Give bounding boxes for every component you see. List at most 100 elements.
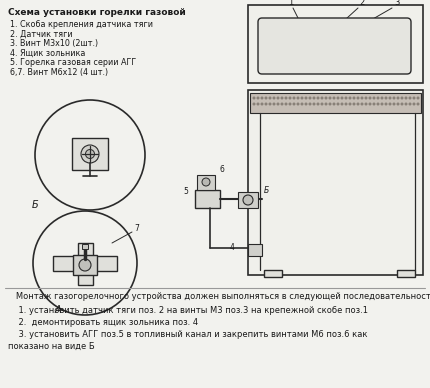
FancyBboxPatch shape: [258, 18, 411, 74]
Circle shape: [377, 97, 380, 99]
Circle shape: [344, 97, 347, 99]
Circle shape: [79, 259, 91, 271]
Circle shape: [243, 195, 253, 205]
Circle shape: [387, 40, 397, 52]
Circle shape: [396, 97, 399, 99]
Circle shape: [285, 102, 288, 106]
Circle shape: [412, 102, 415, 106]
Circle shape: [325, 102, 328, 106]
Circle shape: [369, 102, 372, 106]
Circle shape: [323, 43, 329, 48]
Circle shape: [384, 97, 387, 99]
Circle shape: [318, 29, 352, 63]
Circle shape: [369, 97, 372, 99]
Bar: [195, 190, 220, 208]
Circle shape: [341, 43, 347, 48]
Bar: [82, 244, 88, 249]
Circle shape: [377, 102, 380, 106]
Bar: [238, 192, 258, 208]
Circle shape: [301, 97, 304, 99]
Circle shape: [276, 97, 280, 99]
Circle shape: [33, 211, 137, 315]
Text: 3: 3: [394, 0, 400, 7]
Text: 6,7. Винт М6х12 (4 шт.): 6,7. Винт М6х12 (4 шт.): [10, 68, 108, 76]
Circle shape: [297, 102, 300, 106]
Text: Монтаж газогорелочного устройства должен выполняться в следующей последовательно: Монтаж газогорелочного устройства должен…: [8, 292, 430, 301]
Bar: [248, 90, 423, 275]
Circle shape: [304, 102, 307, 106]
Text: Б: Б: [32, 200, 39, 210]
Circle shape: [292, 97, 295, 99]
Circle shape: [280, 97, 283, 99]
Text: Схема установки горелки газовой: Схема установки горелки газовой: [8, 8, 186, 17]
Circle shape: [360, 102, 363, 106]
Circle shape: [344, 102, 347, 106]
Bar: [248, 5, 423, 83]
Circle shape: [329, 102, 332, 106]
Bar: [397, 270, 415, 277]
Circle shape: [86, 149, 95, 159]
Circle shape: [381, 102, 384, 106]
Circle shape: [353, 102, 356, 106]
Circle shape: [372, 102, 375, 106]
Text: 1: 1: [289, 0, 294, 7]
Circle shape: [356, 102, 359, 106]
Text: 2. Датчик тяги: 2. Датчик тяги: [10, 29, 73, 38]
Circle shape: [341, 102, 344, 106]
Circle shape: [393, 97, 396, 99]
Circle shape: [268, 102, 271, 106]
Circle shape: [316, 102, 319, 106]
Circle shape: [270, 40, 280, 52]
Circle shape: [264, 102, 267, 106]
Text: показано на виде Б: показано на виде Б: [8, 342, 95, 351]
Text: 1. Скоба крепления датчика тяги: 1. Скоба крепления датчика тяги: [10, 20, 153, 29]
Circle shape: [353, 97, 356, 99]
Circle shape: [384, 102, 387, 106]
Circle shape: [297, 97, 300, 99]
Circle shape: [360, 97, 363, 99]
Circle shape: [289, 102, 292, 106]
Circle shape: [257, 97, 259, 99]
Circle shape: [408, 102, 412, 106]
Circle shape: [388, 102, 391, 106]
Circle shape: [202, 178, 210, 186]
Circle shape: [388, 97, 391, 99]
Circle shape: [408, 97, 412, 99]
Text: 7: 7: [134, 224, 139, 233]
Circle shape: [417, 102, 420, 106]
Text: 2.  демонтировать ящик зольника поз. 4: 2. демонтировать ящик зольника поз. 4: [8, 318, 198, 327]
Circle shape: [35, 100, 145, 210]
Circle shape: [400, 97, 403, 99]
Circle shape: [393, 102, 396, 106]
Circle shape: [327, 38, 343, 54]
Circle shape: [257, 102, 259, 106]
Circle shape: [400, 102, 403, 106]
Text: 6: 6: [220, 165, 224, 174]
Text: 4. Ящик зольника: 4. Ящик зольника: [10, 48, 86, 57]
Circle shape: [273, 102, 276, 106]
Circle shape: [252, 97, 255, 99]
Circle shape: [365, 97, 368, 99]
Circle shape: [292, 102, 295, 106]
Circle shape: [304, 97, 307, 99]
Circle shape: [348, 102, 351, 106]
Circle shape: [301, 102, 304, 106]
Circle shape: [261, 102, 264, 106]
Circle shape: [348, 97, 351, 99]
Circle shape: [337, 97, 340, 99]
Circle shape: [381, 97, 384, 99]
Text: 4: 4: [230, 243, 234, 252]
Text: А: А: [55, 305, 61, 315]
Circle shape: [276, 102, 280, 106]
Circle shape: [81, 145, 99, 163]
Circle shape: [320, 97, 323, 99]
Circle shape: [313, 97, 316, 99]
Circle shape: [261, 97, 264, 99]
Bar: [250, 93, 421, 113]
Circle shape: [273, 97, 276, 99]
Bar: [73, 255, 97, 275]
Circle shape: [412, 97, 415, 99]
Text: 5: 5: [184, 187, 188, 196]
Circle shape: [341, 97, 344, 99]
Circle shape: [405, 97, 408, 99]
